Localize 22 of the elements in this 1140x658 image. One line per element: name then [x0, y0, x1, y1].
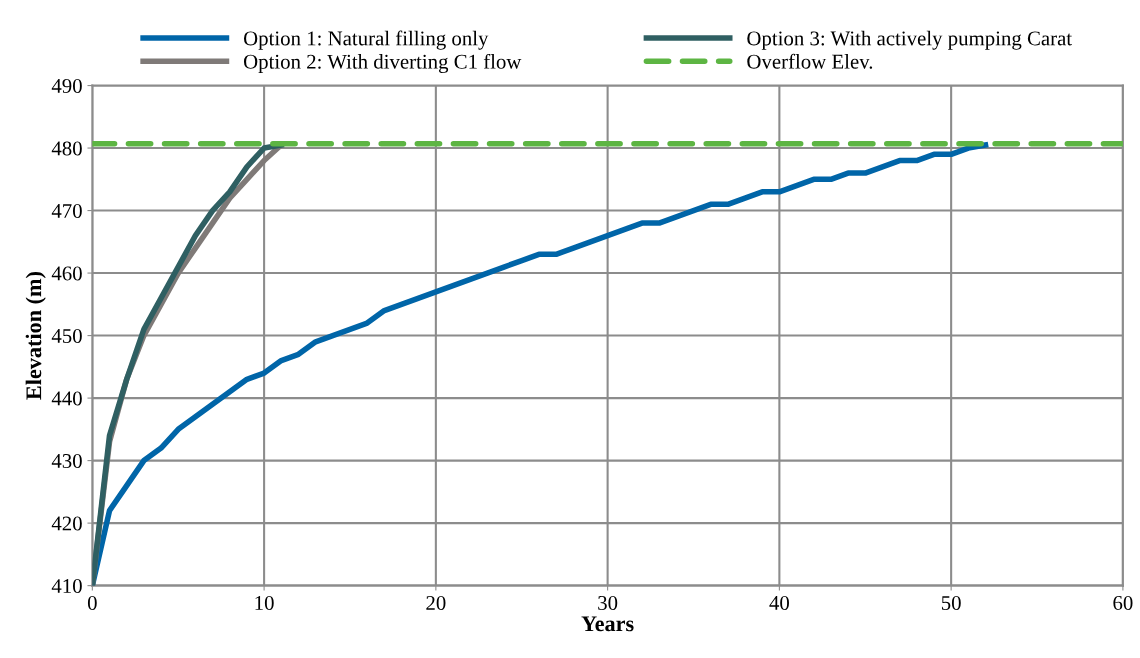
x-tick-label: 0 [87, 595, 97, 610]
legend-label: Option 3: With actively pumping Carat [747, 30, 1072, 50]
legend-label: Option 2: With diverting C1 flow [243, 53, 522, 74]
x-axis-title: Years [581, 616, 634, 632]
y-tick-label: 490 [51, 78, 82, 93]
y-tick-label: 420 [51, 516, 82, 531]
y-tick-label: 430 [51, 453, 82, 469]
x-tick-label: 50 [941, 595, 961, 610]
x-tick-label: 40 [769, 595, 789, 610]
x-tick-label: 20 [426, 595, 446, 610]
y-tick-label: 440 [51, 391, 82, 406]
x-tick-label: 60 [1113, 595, 1133, 610]
legend-label: Overflow Elev. [747, 53, 873, 69]
y-tick-label: 410 [51, 578, 82, 594]
y-tick-label: 480 [51, 141, 82, 156]
y-tick-label: 460 [51, 266, 82, 281]
y-tick-label: 470 [51, 203, 82, 218]
y-axis-title: Elevation (m) [25, 272, 46, 400]
legend-label: Option 1: Natural filling only [243, 30, 489, 50]
x-tick-label: 10 [255, 595, 274, 610]
x-tick-label: 30 [598, 595, 618, 610]
y-tick-label: 450 [51, 328, 82, 344]
